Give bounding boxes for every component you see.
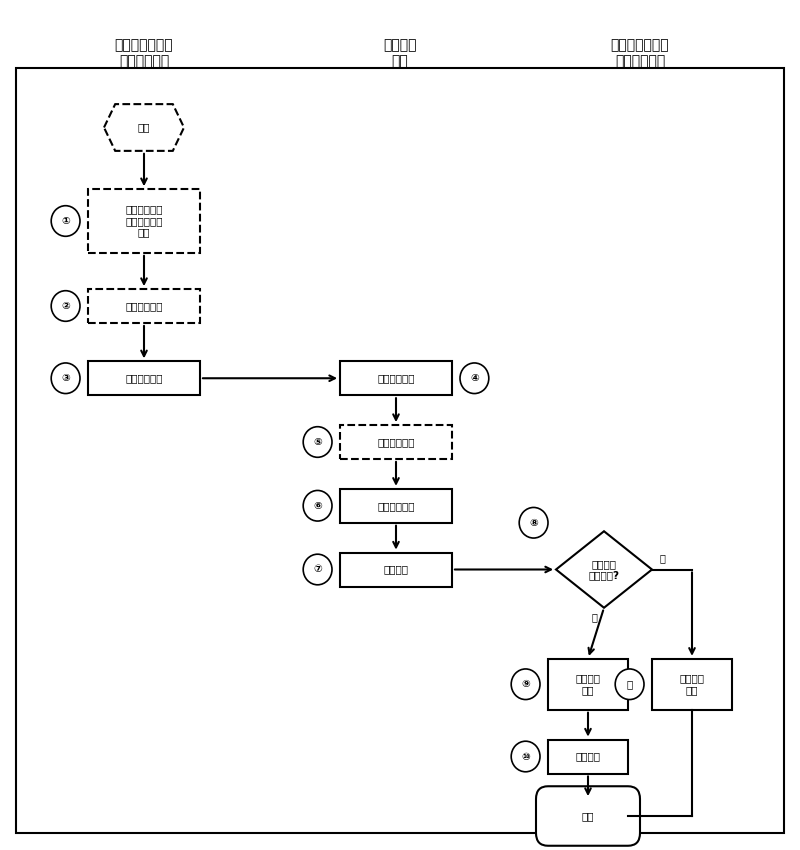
Circle shape — [51, 206, 80, 236]
Text: ③: ③ — [62, 373, 70, 383]
Text: 实时或定时生
成需要同步的
数据: 实时或定时生 成需要同步的 数据 — [126, 204, 162, 238]
Circle shape — [460, 363, 489, 394]
Bar — [652, 659, 732, 710]
Text: 结束: 结束 — [582, 811, 594, 821]
Circle shape — [511, 741, 540, 772]
Text: 同步数据接收: 同步数据接收 — [378, 373, 414, 383]
Text: ⑩: ⑩ — [522, 751, 530, 762]
Bar — [340, 552, 452, 586]
Bar — [340, 425, 452, 459]
Text: ⑨: ⑨ — [522, 679, 530, 689]
Text: 数据格式转换: 数据格式转换 — [378, 437, 414, 447]
Polygon shape — [104, 105, 184, 151]
Bar — [88, 361, 200, 395]
Bar — [88, 289, 200, 323]
Bar — [340, 361, 452, 395]
Bar — [548, 740, 628, 774]
Bar — [548, 659, 628, 710]
Text: 同步数据输出: 同步数据输出 — [126, 373, 162, 383]
Circle shape — [511, 669, 540, 700]
Circle shape — [51, 363, 80, 394]
Text: ④: ④ — [470, 373, 478, 383]
Text: ⑥: ⑥ — [314, 501, 322, 511]
Text: ②: ② — [62, 301, 70, 311]
Text: 数据转发: 数据转发 — [383, 564, 409, 575]
Circle shape — [303, 490, 332, 521]
Polygon shape — [556, 531, 652, 608]
Text: ①: ① — [62, 216, 70, 226]
Text: 开始: 开始 — [138, 122, 150, 133]
Text: 系统处于
备份状态?: 系统处于 备份状态? — [589, 558, 619, 581]
Circle shape — [303, 427, 332, 457]
Text: ⑤: ⑤ — [314, 437, 322, 447]
Text: 实施同步: 实施同步 — [575, 751, 601, 762]
Text: 数据格式转换: 数据格式转换 — [126, 301, 162, 311]
FancyBboxPatch shape — [536, 786, 640, 846]
Text: ⑧: ⑧ — [530, 518, 538, 528]
Text: 丢弃转发
数据: 丢弃转发 数据 — [679, 673, 705, 695]
Text: 是: 是 — [592, 613, 598, 622]
Text: ⑪: ⑪ — [626, 679, 633, 689]
Text: 否: 否 — [660, 553, 666, 563]
Text: 数据交换
系统: 数据交换 系统 — [383, 38, 417, 69]
Circle shape — [51, 291, 80, 321]
Text: ⑦: ⑦ — [314, 564, 322, 575]
Text: 空管自动化系统
（备份状态）: 空管自动化系统 （备份状态） — [610, 38, 670, 69]
Circle shape — [519, 507, 548, 538]
Text: 空管自动化系统
（主用状态）: 空管自动化系统 （主用状态） — [114, 38, 174, 69]
Circle shape — [303, 554, 332, 585]
Bar — [340, 489, 452, 523]
Text: 接收转发
数据: 接收转发 数据 — [575, 673, 601, 695]
Text: 数据类型检查: 数据类型检查 — [378, 501, 414, 511]
Circle shape — [615, 669, 644, 700]
Bar — [88, 190, 200, 253]
